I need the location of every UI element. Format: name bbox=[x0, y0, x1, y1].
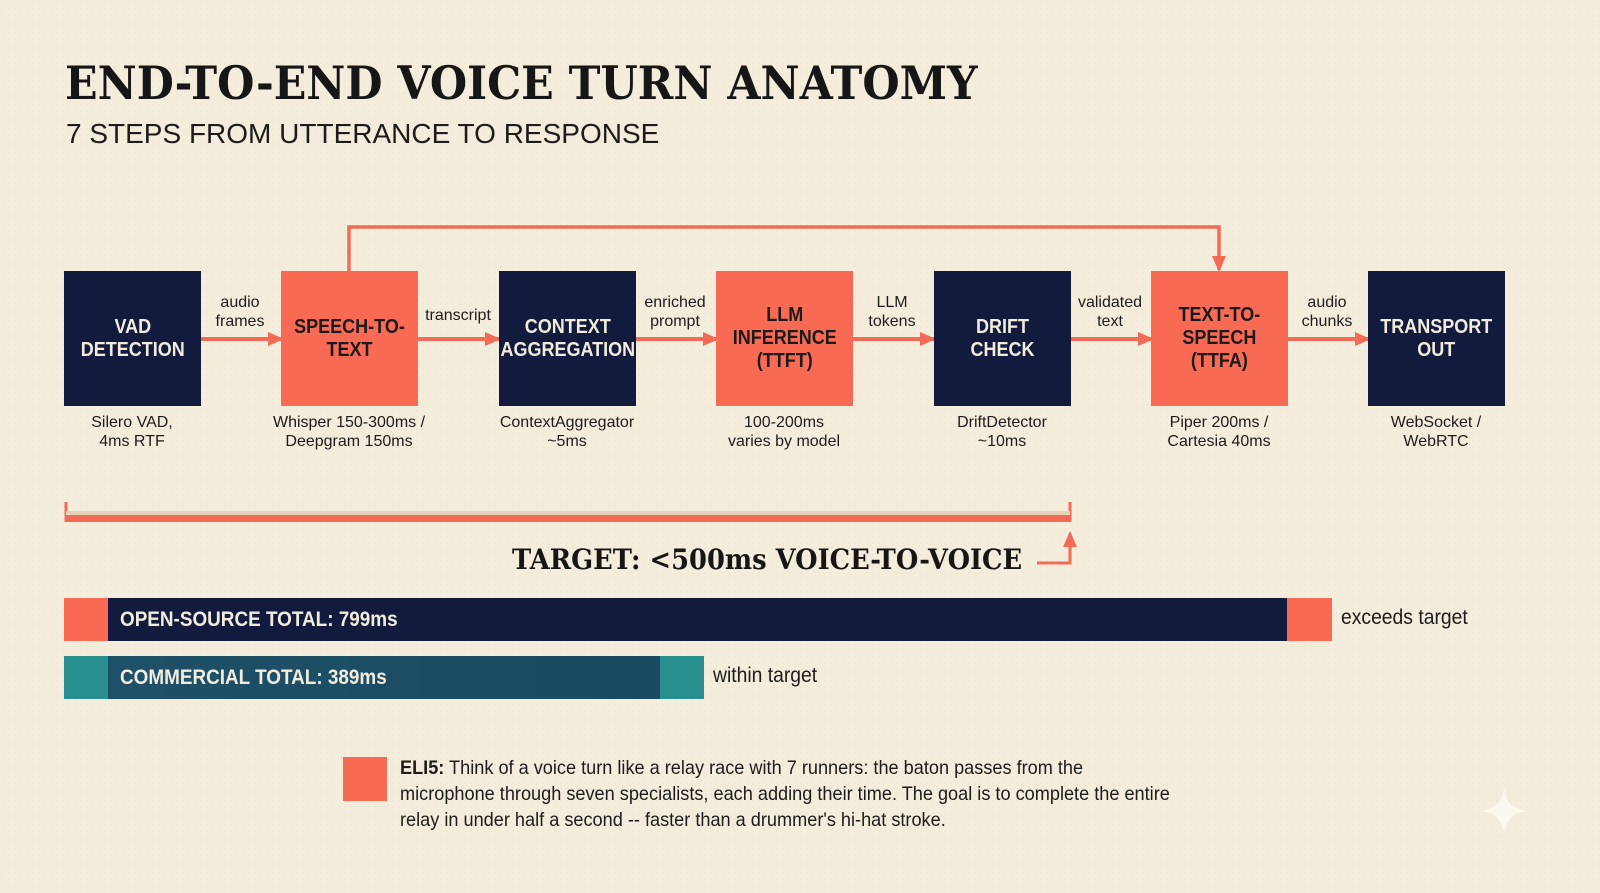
bar-cap-right bbox=[660, 656, 704, 699]
bracket-shadow bbox=[66, 511, 1070, 515]
edge-label: validated text bbox=[1077, 294, 1143, 330]
step-transport-out: TRANSPORT OUT bbox=[1368, 271, 1505, 406]
page-title: END-TO-END VOICE TURN ANATOMY bbox=[65, 56, 978, 110]
step-caption: Silero VAD, 4ms RTF bbox=[91, 414, 173, 450]
step-speech-to-text: SPEECH-TO- TEXT bbox=[281, 271, 418, 406]
page-subtitle: 7 STEPS FROM UTTERANCE TO RESPONSE bbox=[66, 118, 660, 149]
edge-label: audio frames bbox=[215, 294, 265, 330]
step-caption: Whisper 150-300ms / Deepgram 150ms bbox=[272, 414, 426, 450]
target-bracket bbox=[66, 515, 1070, 522]
eli5-body: Think of a voice turn like a relay race … bbox=[400, 757, 1170, 831]
eli5-text: ELI5: Think of a voice turn like a relay… bbox=[400, 755, 1172, 833]
step-context-aggregation: CONTEXT AGGREGATION bbox=[499, 271, 636, 406]
bar-cap-left bbox=[64, 656, 108, 699]
target-pointer-arrow bbox=[1037, 531, 1077, 565]
bar-body bbox=[108, 656, 660, 699]
edge-label: audio chunks bbox=[1301, 294, 1353, 330]
within-target-note: within target bbox=[713, 664, 818, 687]
step-text-to-speech: TEXT-TO- SPEECH (TTFA) bbox=[1151, 271, 1288, 406]
step-caption: DriftDetector ~10ms bbox=[957, 414, 1047, 450]
step-caption: 100-200ms varies by model bbox=[727, 414, 841, 450]
step-vad-detection: VAD DETECTION bbox=[64, 271, 201, 406]
edge-label: enriched prompt bbox=[644, 294, 706, 330]
step-drift-check: DRIFT CHECK bbox=[934, 271, 1071, 406]
step-caption: ContextAggregator ~5ms bbox=[499, 414, 635, 450]
bar-cap-left bbox=[64, 598, 108, 641]
step-llm-inference: LLM INFERENCE (TTFT) bbox=[716, 271, 853, 406]
sparkle-icon bbox=[1480, 787, 1528, 835]
eli5-marker bbox=[343, 757, 387, 801]
target-label: TARGET: <500ms VOICE-TO-VOICE bbox=[512, 543, 1023, 576]
open-source-total-label: OPEN-SOURCE TOTAL: 799ms bbox=[120, 607, 398, 631]
bar-overflow bbox=[1287, 598, 1332, 641]
step-caption: WebSocket / WebRTC bbox=[1390, 414, 1482, 450]
open-source-total-bar: OPEN-SOURCE TOTAL: 799ms bbox=[64, 598, 1332, 641]
edge-label: LLM tokens bbox=[868, 294, 916, 330]
bar-body bbox=[108, 598, 1287, 641]
step-caption: Piper 200ms / Cartesia 40ms bbox=[1167, 414, 1271, 450]
commercial-total-label: COMMERCIAL TOTAL: 389ms bbox=[120, 665, 387, 689]
commercial-total-bar: COMMERCIAL TOTAL: 389ms bbox=[64, 656, 704, 699]
bypass-arrow bbox=[347, 225, 1226, 272]
exceeds-target-note: exceeds target bbox=[1341, 606, 1468, 629]
edge-label: transcript bbox=[425, 307, 491, 324]
eli5-prefix: ELI5: bbox=[400, 757, 445, 779]
